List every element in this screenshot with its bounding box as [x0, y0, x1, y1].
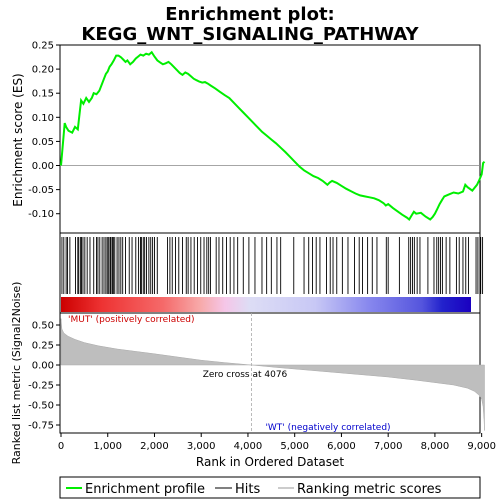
es-ytick-label: 0.15 — [32, 89, 54, 100]
ranking-y-axis: -0.75 -0.50 -0.25 0.00 0.25 0.50 — [28, 321, 60, 432]
ranking-metric-area — [60, 318, 485, 431]
xtick-label: 6,000 — [327, 441, 356, 452]
enrichment-y-axis: -0.10 -0.05 0.00 0.05 0.10 0.15 0.20 0.25 — [28, 41, 60, 220]
xtick-label: 5,000 — [280, 441, 309, 452]
legend-frame — [59, 476, 481, 499]
negative-correlation-label: 'WT' (negatively correlated) — [265, 423, 390, 433]
hit-markers — [61, 237, 484, 294]
rank-color-gradient-bar — [61, 297, 471, 312]
xtick-label: 9,000 — [467, 441, 496, 452]
es-ytick-label: 0.20 — [32, 65, 54, 76]
es-ytick-label: -0.10 — [28, 209, 54, 220]
enrichment-profile-line — [60, 50, 486, 222]
xtick-label: 3,000 — [187, 441, 216, 452]
hits-panel — [59, 232, 484, 314]
chart-title-line1: Enrichment plot: — [165, 4, 335, 25]
rank-ytick-label: 0.25 — [32, 341, 54, 352]
ranking-metric-panel: -0.75 -0.50 -0.25 0.00 0.25 0.50 0 1,000 2,000 3… — [10, 282, 496, 469]
enrichment-y-axis-label: Enrichment score (ES) — [11, 73, 25, 206]
xtick-label: 8,000 — [421, 441, 450, 452]
chart-title-line2: KEGG_WNT_SIGNALING_PATHWAY — [81, 24, 419, 45]
xtick-label: 4,000 — [234, 441, 263, 452]
rank-ytick-label: 0.00 — [32, 361, 54, 372]
ranking-y-axis-label: Ranked list metric (Signal2Noise) — [10, 282, 23, 465]
legend: Enrichment profile Hits Ranking metric s… — [59, 476, 481, 499]
rank-ytick-label: -0.25 — [28, 381, 54, 392]
positive-correlation-label: 'MUT' (positively correlated) — [68, 315, 195, 325]
legend-enrichment-label: Enrichment profile — [85, 482, 205, 497]
xtick-label: 0 — [58, 441, 64, 452]
xtick-label: 2,000 — [140, 441, 169, 452]
legend-hits-label: Hits — [235, 482, 260, 497]
enrichment-profile-curve — [60, 50, 486, 222]
x-axis-label: Rank in Ordered Dataset — [196, 455, 344, 469]
es-ytick-label: -0.05 — [28, 185, 54, 196]
enrichment-panel: -0.10 -0.05 0.00 0.05 0.10 0.15 0.20 0.25 Enric… — [11, 41, 486, 234]
ranking-metric-fill — [60, 318, 485, 431]
x-axis: 0 1,000 2,000 3,000 4,000 5,000 6,000 7,000 8,00… — [58, 433, 496, 452]
rank-ytick-label: -0.50 — [28, 401, 54, 412]
es-ytick-label: 0.10 — [32, 113, 54, 124]
xtick-label: 7,000 — [374, 441, 403, 452]
rank-ytick-label: -0.75 — [28, 421, 54, 432]
es-ytick-label: 0.25 — [32, 41, 54, 52]
rank-ytick-label: 0.50 — [32, 321, 54, 332]
xtick-label: 1,000 — [93, 441, 122, 452]
zero-cross-label: Zero cross at 4076 — [203, 370, 288, 380]
es-ytick-label: 0.00 — [32, 161, 54, 172]
legend-ranking-label: Ranking metric scores — [297, 482, 442, 497]
es-ytick-label: 0.05 — [32, 137, 54, 148]
